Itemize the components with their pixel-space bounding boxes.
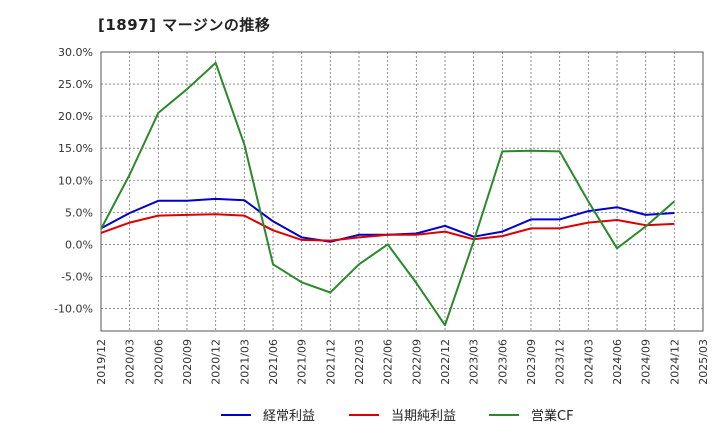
legend-label: 当期純利益 xyxy=(391,409,456,424)
legend-label: 経常利益 xyxy=(263,409,315,424)
legend-label: 営業CF xyxy=(531,408,574,424)
x-tick-label: 2023/09 xyxy=(525,339,538,385)
x-tick-label: 2020/12 xyxy=(210,339,223,385)
x-tick-label: 2021/09 xyxy=(296,339,309,385)
y-tick-label: 10.0% xyxy=(58,174,93,187)
series-line-2 xyxy=(100,213,675,242)
x-tick-label: 2025/03 xyxy=(697,339,710,385)
x-tick-label: 2020/06 xyxy=(152,339,165,385)
x-tick-label: 2024/03 xyxy=(582,339,595,385)
x-tick-label: 2022/06 xyxy=(382,339,395,385)
x-tick-label: 2024/09 xyxy=(640,339,653,385)
y-tick-label: -10.0% xyxy=(54,303,93,316)
y-tick-label: 25.0% xyxy=(58,78,93,91)
y-tick-label: 20.0% xyxy=(58,110,93,123)
y-tick-label: 15.0% xyxy=(58,142,93,155)
x-tick-label: 2023/03 xyxy=(468,339,481,385)
x-tick-label: 2021/12 xyxy=(324,339,337,385)
x-tick-label: 2021/06 xyxy=(267,339,280,385)
x-tick-label: 2020/09 xyxy=(181,339,194,385)
y-tick-label: 5.0% xyxy=(65,206,93,219)
plot-area xyxy=(101,52,703,331)
x-tick-label: 2023/06 xyxy=(496,339,509,385)
x-tick-label: 2019/12 xyxy=(95,339,108,385)
y-tick-label: 30.0% xyxy=(58,46,93,59)
x-tick-label: 2023/12 xyxy=(554,339,567,385)
x-tick-label: 2020/03 xyxy=(124,339,137,385)
x-tick-label: 2021/03 xyxy=(238,339,251,385)
y-tick-label: -5.0% xyxy=(61,270,93,283)
y-tick-label: 0.0% xyxy=(65,238,93,251)
x-tick-label: 2022/03 xyxy=(353,339,366,385)
x-tick-label: 2022/09 xyxy=(410,339,423,385)
plot-frame xyxy=(100,51,704,332)
x-tick-label: 2024/06 xyxy=(611,339,624,385)
chart-title: [1897] マージンの推移 xyxy=(98,16,271,34)
x-tick-label: 2024/12 xyxy=(668,339,681,385)
series-line-3 xyxy=(100,61,675,327)
x-tick-label: 2022/12 xyxy=(439,339,452,385)
